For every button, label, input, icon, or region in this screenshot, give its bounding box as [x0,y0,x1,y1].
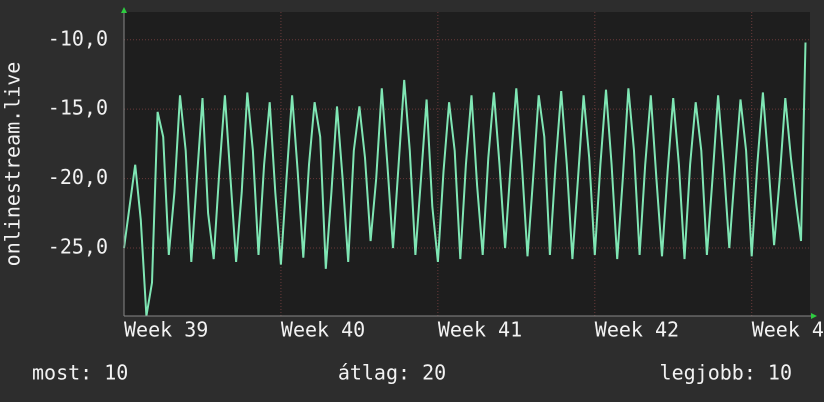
axis-arrow [811,313,817,319]
marks [123,42,807,317]
footer-text: legjobb: 10 [660,361,792,385]
y-tick-label: -25,0 [48,234,108,258]
grid [123,12,810,316]
y-tick-label: -15,0 [48,96,108,120]
y-tick-label: -20,0 [48,165,108,189]
x-tick-label: Week 43 [752,318,824,342]
data-line [123,42,807,317]
footer-text: most: 10 [32,361,128,385]
axis-arrow [121,7,127,13]
y-tick-label: -10,0 [48,26,108,50]
footer-text: átlag: 20 [338,361,446,385]
plot-area [124,12,810,316]
x-tick-label: Week 42 [595,318,679,342]
x-tick-label: Week 39 [124,318,208,342]
x-tick-label: Week 40 [281,318,365,342]
y-axis-label: onlinestream.live [1,62,25,267]
x-tick-label: Week 41 [438,318,522,342]
